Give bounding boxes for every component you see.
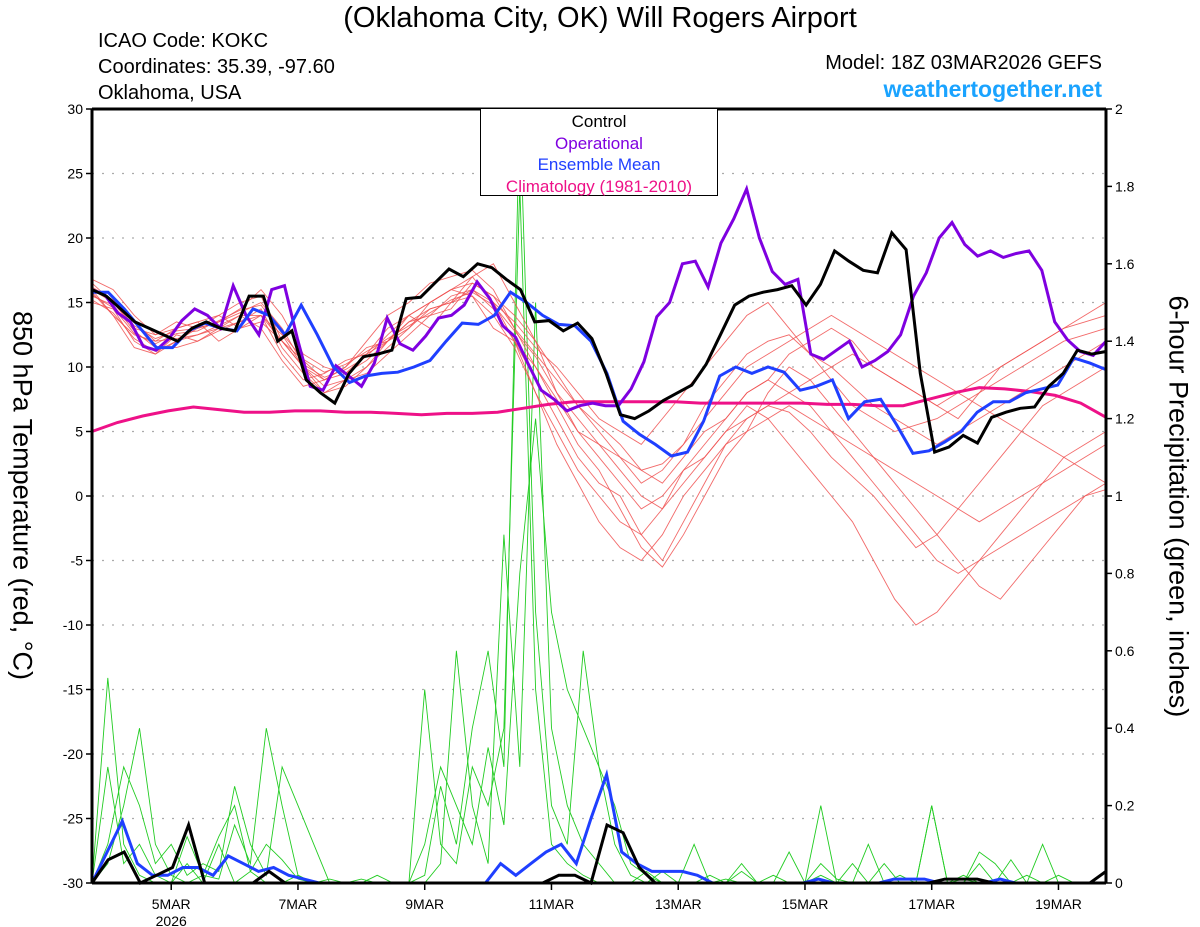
precip-member-line [91,186,1106,884]
x-tick-label: 7MAR [279,896,318,912]
y-tick-label: 20 [67,230,83,246]
y2-tick-label: 0 [1115,875,1123,891]
x-tick-label: 15MAR [782,896,829,912]
chart-title: (Oklahoma City, OK) Will Rogers Airport [343,2,857,34]
legend-climatology: Climatology (1981-2010) [505,176,693,196]
y-tick-label: 0 [75,488,83,504]
y-tick-label: -25 [63,811,83,827]
y-tick-label: 5 [75,424,83,440]
temp-member-line [91,276,1107,562]
y-tick-label: -15 [63,682,83,698]
x-tick-sublabel: 2026 [156,913,187,927]
precip-member-line [91,418,1106,884]
site-link[interactable]: weathertogether.net [883,76,1102,102]
y-tick-label: 15 [67,295,83,311]
y-tick-label: -5 [71,553,84,569]
coordinates: Coordinates: 35.39, -97.60 [98,56,335,78]
temp-member-line [91,282,1107,510]
x-tick-label: 11MAR [529,896,575,912]
precip-mean-line [90,768,1106,885]
legend-control: Control [571,112,627,131]
y2-tick-label: 1 [1115,488,1123,504]
precip-member-line [91,302,1106,884]
y-tick-label: -10 [63,617,83,633]
climatology-line [91,386,1107,433]
temp-member-line [91,295,1107,574]
axes: 302520151050-5-10-15-20-25-3021.81.61.41… [63,101,1135,927]
icao-code: ICAO Code: KOKC [98,30,269,52]
y2-tick-label: 0.6 [1115,643,1135,659]
temp-control-line [91,229,1107,455]
legend: Control Operational Ensemble Mean Climat… [480,108,718,196]
x-tick-label: 5MAR [152,896,191,912]
temp-member-line [91,291,1107,484]
y-tick-label: 10 [67,359,83,375]
y2-tick-label: 0.8 [1115,565,1135,581]
y-tick-label: -20 [63,746,83,762]
y-tick-label: 25 [67,166,83,182]
x-tick-label: 13MAR [655,896,702,912]
y2-tick-label: 2 [1115,101,1123,117]
x-tick-label: 17MAR [908,896,955,912]
y2-tick-label: 1.6 [1115,256,1135,272]
legend-operational: Operational [555,133,643,153]
y-tick-label: -30 [63,875,83,891]
temp-operational-line [91,184,1108,413]
precip-control-line [90,820,1107,886]
y2-tick-label: 1.4 [1115,333,1135,349]
y2-tick-label: 0.2 [1115,798,1135,814]
y2-tick-label: 1.8 [1115,178,1135,194]
x-tick-label: 19MAR [1035,896,1082,912]
region: Oklahoma, USA [98,82,242,104]
model-run: Model: 18Z 03MAR2026 GEFS [825,52,1102,74]
y2-tick-label: 1.2 [1115,411,1135,427]
y2-tick-label: 0.4 [1115,720,1135,736]
main-series [90,184,1108,886]
legend-ensemble-mean: Ensemble Mean [537,155,661,174]
x-tick-label: 9MAR [405,896,444,912]
y-tick-label: 30 [67,101,83,117]
